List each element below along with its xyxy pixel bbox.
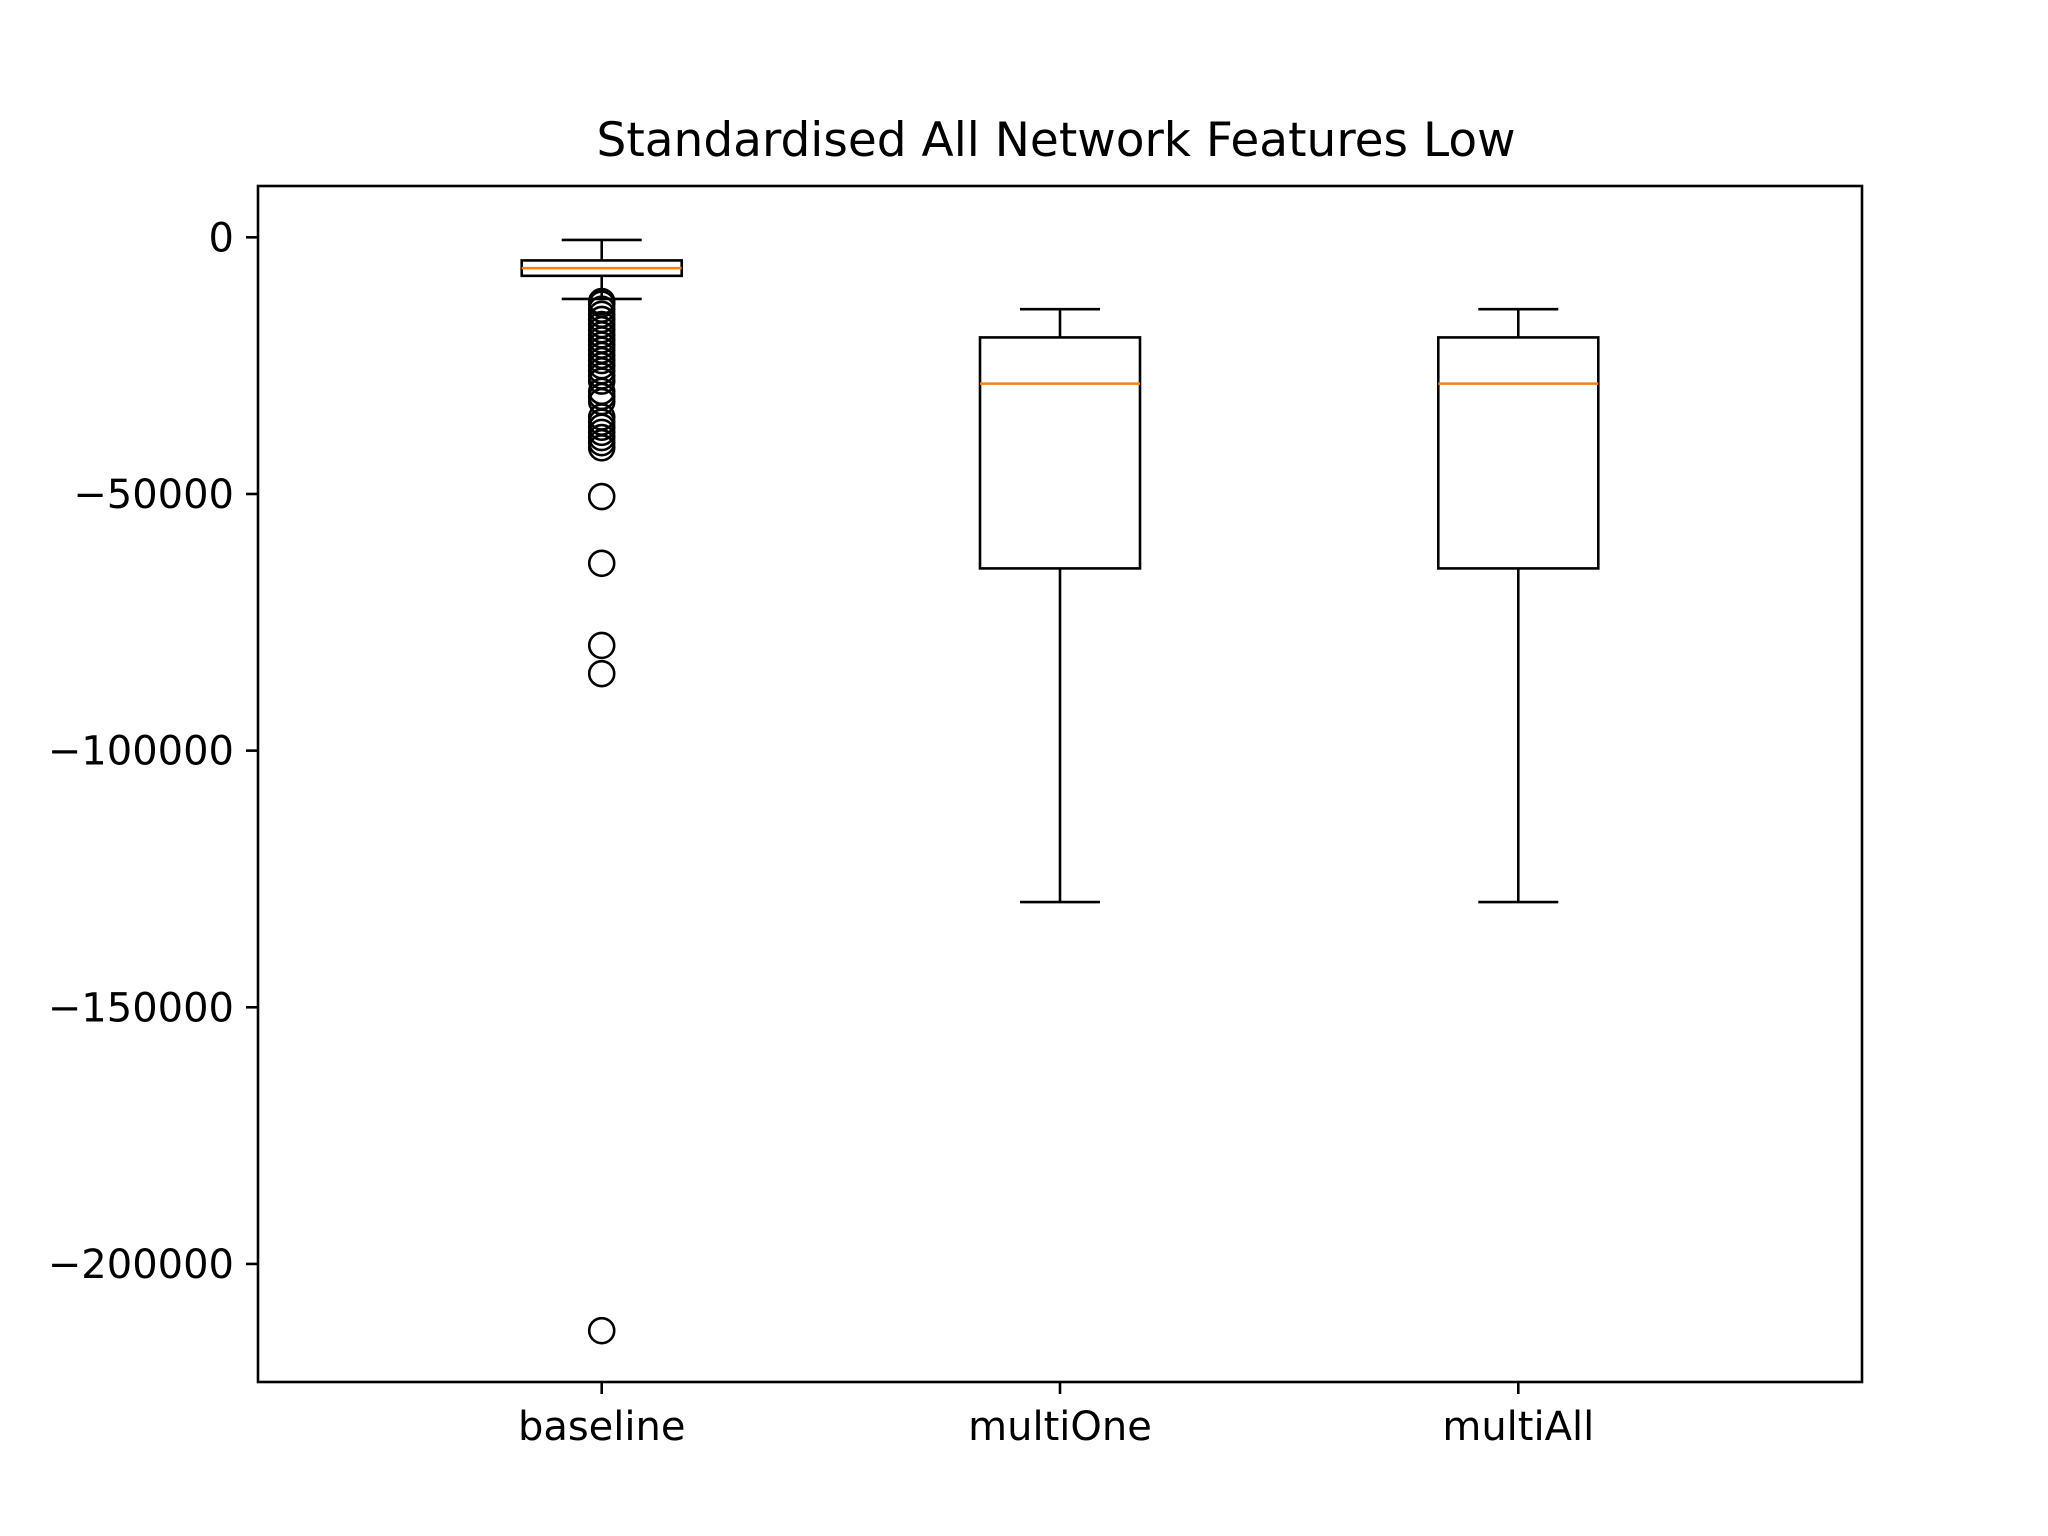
y-tick-label: 0 xyxy=(209,215,234,261)
box-group-baseline xyxy=(520,238,684,1345)
outlier-point xyxy=(587,549,616,578)
box-group-multiOne xyxy=(978,307,1142,904)
y-tick-label: −200000 xyxy=(48,1242,234,1288)
plot-area xyxy=(520,238,1600,1345)
outlier-point xyxy=(587,433,616,462)
box xyxy=(978,336,1142,570)
y-tick-label: −50000 xyxy=(73,472,234,518)
box xyxy=(1436,336,1600,570)
x-tick-label-multiOne: multiOne xyxy=(968,1404,1152,1450)
outlier-point xyxy=(587,1316,616,1345)
x-tick-label-baseline: baseline xyxy=(518,1404,686,1450)
x-tick-label-multiAll: multiAll xyxy=(1442,1404,1594,1450)
outlier-point xyxy=(587,482,616,511)
chart-title: Standardised All Network Features Low xyxy=(596,113,1515,168)
outlier-point xyxy=(587,631,616,660)
y-axis: 0 −50000 −100000 −150000 −200000 xyxy=(48,215,258,1288)
y-tick-label: −150000 xyxy=(48,985,234,1031)
outlier-point xyxy=(587,659,616,688)
box-group-multiAll xyxy=(1436,307,1600,904)
x-axis: baseline multiOne multiAll xyxy=(518,1382,1594,1450)
y-tick-label: −100000 xyxy=(48,729,234,775)
outlier-point xyxy=(587,367,616,395)
